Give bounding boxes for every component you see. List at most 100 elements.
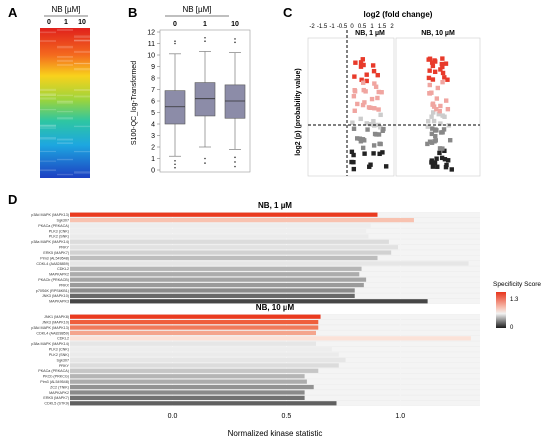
legend-tick-high: 1.3 xyxy=(510,297,519,303)
legend-tick-low: 0 xyxy=(510,325,514,331)
scatter-point xyxy=(436,111,441,117)
scatter-point xyxy=(430,126,435,131)
scatter-point xyxy=(368,121,373,127)
scatter-point xyxy=(430,63,436,69)
heatmap-stripe xyxy=(74,95,90,98)
kinase-label: Sgk307 xyxy=(56,358,69,362)
scatter-point xyxy=(352,74,357,79)
heatmap-stripe xyxy=(74,35,90,38)
scatter-point xyxy=(376,107,381,112)
scatter-point xyxy=(376,89,381,95)
scatter-point xyxy=(351,94,357,99)
scatter-point xyxy=(381,126,386,132)
panel-c-xtick-label: 2 xyxy=(390,24,394,30)
scatter-point xyxy=(351,159,356,165)
scatter-point xyxy=(440,146,445,151)
scatter-point xyxy=(435,85,441,91)
scatter-point xyxy=(437,150,442,156)
box-outlier xyxy=(234,165,236,168)
scatter-point xyxy=(445,106,451,112)
kinase-bar xyxy=(70,314,321,319)
panel-b-ytick-label: 7 xyxy=(151,87,155,94)
panel-a: NB [µM] 0 1 10 xyxy=(40,5,90,178)
heatmap-stripe xyxy=(74,89,90,91)
kinase-bar xyxy=(70,282,364,288)
scatter-point xyxy=(350,120,355,125)
scatter-point xyxy=(429,114,434,119)
heatmap-stripe xyxy=(40,127,56,129)
legend-colorbar xyxy=(496,292,506,328)
box-outlier xyxy=(204,162,206,164)
kinase-bar xyxy=(70,255,378,261)
scatter-point xyxy=(358,64,364,69)
scatter-point xyxy=(434,107,439,112)
panel-c-xticks: -2 -1.5 -1 -0.5 0 0.5 1 1.5 2 xyxy=(309,24,394,30)
scatter-point xyxy=(441,127,447,132)
kinase-label: ZC2 (TNIK) xyxy=(50,385,69,389)
scatter-point xyxy=(379,90,384,95)
scatter-point xyxy=(440,56,445,61)
scatter-point xyxy=(362,151,367,156)
kinase-label: p38a MAPK (MAPK14) xyxy=(31,240,69,244)
kinase-label: CDKL5 (STK9) xyxy=(44,402,69,406)
heatmap-stripe xyxy=(74,125,90,128)
kinase-bar xyxy=(70,379,307,384)
scatter-point xyxy=(434,96,440,101)
panel-b-ytick-label: 5 xyxy=(151,110,155,117)
kinase-bar xyxy=(70,352,339,357)
kinase-label: PRKY xyxy=(59,246,70,250)
kinase-bar xyxy=(70,374,305,379)
panel-a-header: NB [µM] xyxy=(51,5,80,14)
panel-d-grid xyxy=(172,212,401,406)
panel-b-category-label: 0 xyxy=(173,21,177,28)
scatter-point xyxy=(373,84,379,89)
heatmap-stripe xyxy=(40,31,56,34)
scatter-point xyxy=(351,152,356,158)
heatmap-stripe xyxy=(57,101,73,104)
panel-a-col-0: 0 xyxy=(47,19,51,26)
scatter-point xyxy=(351,166,357,172)
panel-d-top-title: NB, 1 µM xyxy=(258,201,292,210)
scatter-point xyxy=(426,57,431,62)
panel-label-a: A xyxy=(8,5,18,20)
scatter-point xyxy=(352,108,357,113)
panel-b-header: NB [µM] xyxy=(182,5,211,14)
kinase-label: Pim3 (AL549548) xyxy=(40,380,69,384)
panel-b-ytick-label: 2 xyxy=(151,145,155,152)
scatter-point xyxy=(431,110,436,115)
scatter-point xyxy=(378,141,383,147)
heatmap-gradient xyxy=(40,28,90,178)
heatmap-stripe xyxy=(74,68,90,71)
kinase-bar xyxy=(70,299,428,304)
panel-b-ytick-label: 1 xyxy=(151,156,155,163)
panel-d-xtick-label: 1.0 xyxy=(395,413,405,420)
scatter-point xyxy=(372,106,377,111)
kinase-label: CDKL4 (AA828859) xyxy=(36,331,69,335)
kinase-bar xyxy=(70,245,398,250)
scatter-point xyxy=(360,137,366,142)
heatmap-stripe xyxy=(57,117,73,120)
scatter-point xyxy=(442,75,447,80)
scatter-point xyxy=(360,80,366,85)
heatmap-stripe xyxy=(57,94,73,97)
scatter-point xyxy=(378,125,383,130)
scatter-point xyxy=(358,60,364,65)
panel-c-xtick-label: -1.5 xyxy=(317,24,328,30)
panel-b-ytick-label: 12 xyxy=(147,30,155,37)
scatter-point xyxy=(362,100,367,105)
scatter-point xyxy=(371,118,376,124)
kinase-label: Pim3 (AL549548) xyxy=(40,256,69,260)
scatter-point xyxy=(425,124,431,129)
legend-title: Specificity Score xyxy=(493,281,541,288)
scatter-point xyxy=(355,101,360,107)
scatter-point xyxy=(429,90,434,95)
kinase-label: CDKL2 xyxy=(57,267,69,271)
box-outlier xyxy=(174,42,176,45)
scatter-point xyxy=(370,63,376,68)
kinase-bar xyxy=(70,357,346,363)
scatter-point xyxy=(427,82,432,88)
scatter-point xyxy=(447,138,453,143)
scatter-point xyxy=(364,121,369,126)
scatter-point xyxy=(432,160,438,165)
scatter-point xyxy=(432,58,437,63)
